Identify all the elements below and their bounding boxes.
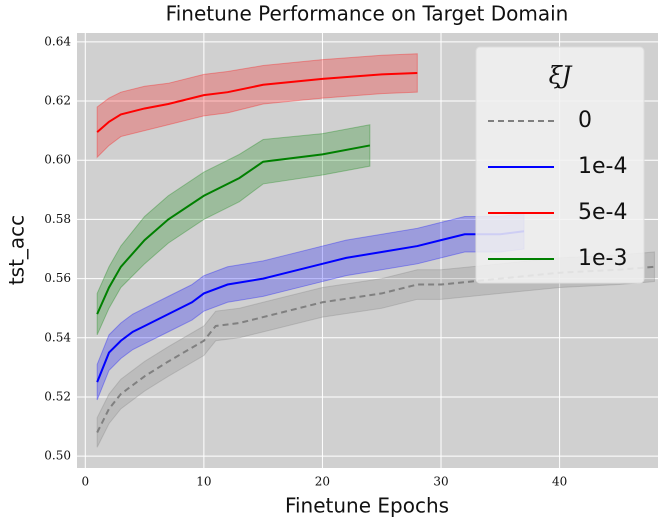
chart-title: Finetune Performance on Target Domain <box>166 2 569 26</box>
legend-label: 0 <box>578 108 592 133</box>
confidence-band <box>96 124 371 336</box>
x-tick-label: 10 <box>196 475 211 489</box>
legend-label: 1e-3 <box>578 246 627 271</box>
y-tick-label: 0.50 <box>44 449 71 463</box>
legend-box <box>475 46 645 284</box>
x-tick-label: 40 <box>552 475 567 489</box>
y-tick-label: 0.64 <box>44 34 71 48</box>
x-tick-label: 0 <box>81 475 89 489</box>
y-tick-label: 0.60 <box>44 153 71 167</box>
series-line <box>96 144 371 315</box>
series-line <box>96 71 418 133</box>
y-tick-label: 0.52 <box>44 389 71 403</box>
series-line <box>96 230 525 383</box>
confidence-band <box>96 53 418 159</box>
x-tick-label: 20 <box>315 475 330 489</box>
y-tick-label: 0.62 <box>44 94 71 108</box>
x-tick-label: 30 <box>433 475 448 489</box>
legend-title: ξJ <box>549 62 573 90</box>
y-tick-label: 0.58 <box>44 212 71 226</box>
legend-label: 1e-4 <box>578 154 627 179</box>
legend-label: 5e-4 <box>578 200 627 225</box>
y-tick-label: 0.54 <box>44 330 71 344</box>
y-tick-label: 0.56 <box>44 271 71 285</box>
y-axis-label: tst_acc <box>5 215 29 285</box>
x-axis-label: Finetune Epochs <box>285 494 449 518</box>
